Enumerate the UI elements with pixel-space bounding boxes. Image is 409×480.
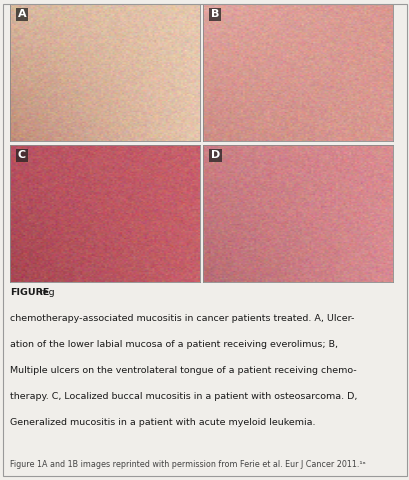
Text: A: A [18,9,27,19]
Text: Figure 1A and 1B images reprinted with permission from Ferie et al. Eur J Cancer: Figure 1A and 1B images reprinted with p… [10,459,365,468]
Text: ation of the lower labial mucosa of a patient receiving everolimus; B,: ation of the lower labial mucosa of a pa… [10,340,337,349]
Text: reg: reg [39,288,54,298]
Text: chemotherapy-associated mucositis in cancer patients treated. A, Ulcer-: chemotherapy-associated mucositis in can… [10,314,354,324]
Text: Generalized mucositis in a patient with acute myeloid leukemia.: Generalized mucositis in a patient with … [10,418,315,427]
Text: C: C [18,150,26,160]
Text: FIGURE: FIGURE [10,288,49,298]
Text: D: D [211,150,220,160]
Text: Multiple ulcers on the ventrolateral tongue of a patient receiving chemo-: Multiple ulcers on the ventrolateral ton… [10,366,356,375]
Text: therapy. C, Localized buccal mucositis in a patient with osteosarcoma. D,: therapy. C, Localized buccal mucositis i… [10,392,357,401]
Text: B: B [211,9,219,19]
